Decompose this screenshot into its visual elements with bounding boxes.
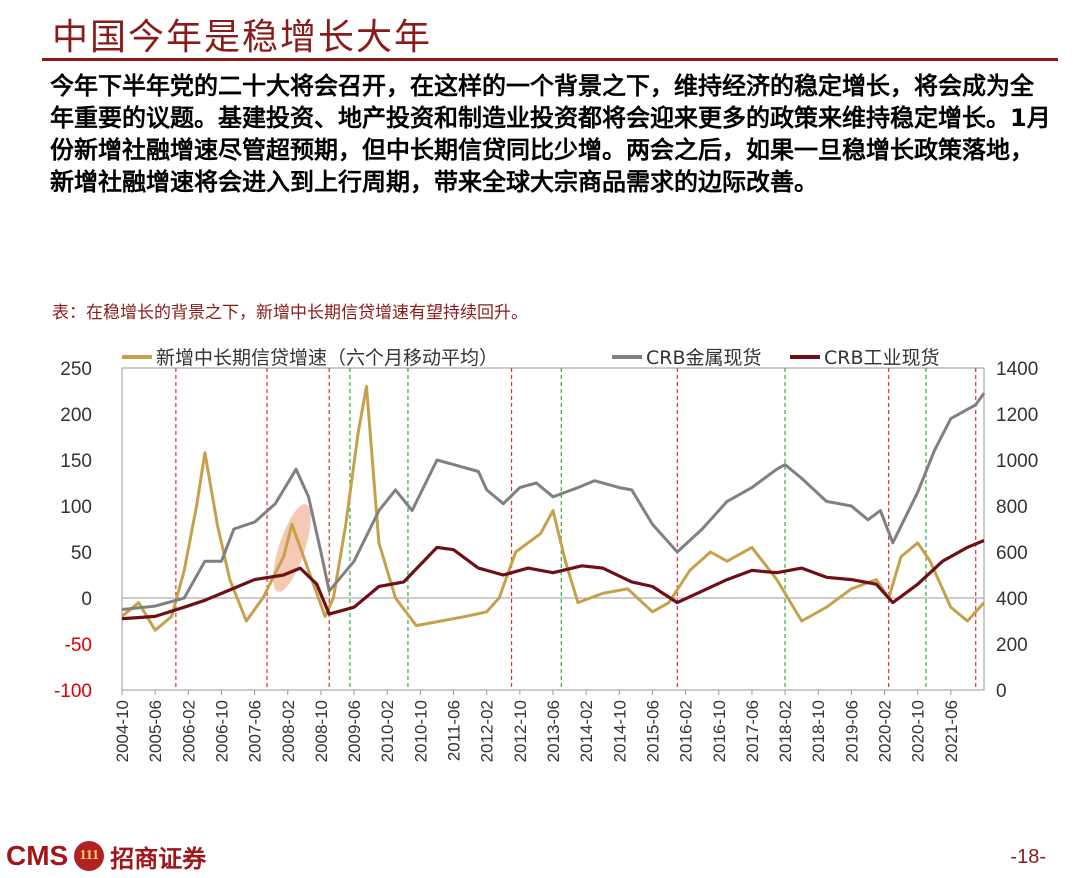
x-tick-label: 2021-06 xyxy=(942,700,961,762)
x-tick-label: 2016-10 xyxy=(710,700,729,762)
y-right-tick-label: 1400 xyxy=(996,359,1038,380)
summary-paragraph: 今年下半年党的二十大将会召开，在这样的一个背景之下，维持经济的稳定增长，将会成为… xyxy=(50,72,1051,196)
y-right-tick-label: 600 xyxy=(996,543,1028,564)
brand-footer: CMS 111 招商证券 xyxy=(6,838,206,874)
dual-axis-line-chart: -100 -50 0 50 100 150 200 250 0 200 400 600 800 1000 1… xyxy=(54,347,1038,762)
legend-item-industrial-label: CRB工业现货 xyxy=(824,347,940,369)
x-tick-label: 2018-02 xyxy=(776,700,795,762)
y-right-tick-label: 800 xyxy=(996,497,1028,518)
legend-item-credit-label: 新增中长期信贷增速（六个月移动平均） xyxy=(156,347,498,369)
y-right-tick-label: 0 xyxy=(996,681,1007,702)
x-tick-label: 2004-10 xyxy=(113,700,132,762)
x-tick-label: 2008-10 xyxy=(312,700,331,762)
chart-caption: 表：在稳增长的背景之下，新增中长期信贷增速有望持续回升。 xyxy=(52,303,528,323)
highlight-ellipse xyxy=(273,504,311,592)
x-tick-label: 2006-10 xyxy=(212,700,231,762)
title-divider xyxy=(42,58,1058,61)
plot-frame xyxy=(121,367,985,691)
x-tick-label: 2018-10 xyxy=(809,700,828,762)
y-right-tick-label: 400 xyxy=(996,589,1028,610)
x-tick-label: 2008-02 xyxy=(279,700,298,762)
x-tick-label: 2014-02 xyxy=(577,700,596,762)
legend-item-metal-label: CRB金属现货 xyxy=(646,347,762,369)
x-tick-label: 2020-02 xyxy=(876,700,895,762)
y-right-tick-label: 1200 xyxy=(996,405,1038,426)
y-left-tick-label: 250 xyxy=(60,359,92,380)
y-left-tick-label: -100 xyxy=(54,681,92,702)
x-tick-label: 2019-06 xyxy=(842,700,861,762)
y-right-tick-label: 1000 xyxy=(996,451,1038,472)
brand-name-en: CMS xyxy=(6,840,69,871)
x-tick-label: 2009-06 xyxy=(345,700,364,762)
x-tick-label: 2013-06 xyxy=(544,700,563,762)
x-tick-label: 2007-06 xyxy=(246,700,265,762)
series-line-credit xyxy=(121,384,986,632)
x-tick-label: 2010-02 xyxy=(378,700,397,762)
y-right-tick-label: 200 xyxy=(996,635,1028,656)
x-tick-label: 2016-02 xyxy=(677,700,696,762)
x-tick-label: 2011-06 xyxy=(445,700,464,761)
x-tick-label: 2012-10 xyxy=(511,700,530,762)
x-tick-label: 2005-06 xyxy=(146,700,165,762)
x-tick-label: 2015-06 xyxy=(643,700,662,762)
x-tick-label: 2012-02 xyxy=(478,700,497,762)
series-line-metal xyxy=(121,392,986,611)
y-left-tick-label: 100 xyxy=(60,497,92,518)
x-tick-label: 2010-10 xyxy=(411,700,430,762)
page-number: -18- xyxy=(1010,846,1046,868)
x-tick-label: 2014-10 xyxy=(610,700,629,762)
y-left-tick-label: 50 xyxy=(71,543,92,564)
x-tick-label: 2017-06 xyxy=(743,700,762,762)
y-left-tick-label: 150 xyxy=(60,451,92,472)
series-line-industrial xyxy=(121,539,985,621)
x-tick-label: 2020-10 xyxy=(909,700,928,762)
brand-logo-icon: 111 xyxy=(74,841,105,871)
x-tick-label: 2006-02 xyxy=(179,700,198,762)
y-left-tick-label: -50 xyxy=(65,635,92,656)
brand-name-cn: 招商证券 xyxy=(110,843,207,873)
y-left-tick-label: 200 xyxy=(60,405,92,426)
page-title: 中国今年是稳增长大年 xyxy=(52,17,433,58)
y-left-tick-label: 0 xyxy=(81,589,92,610)
